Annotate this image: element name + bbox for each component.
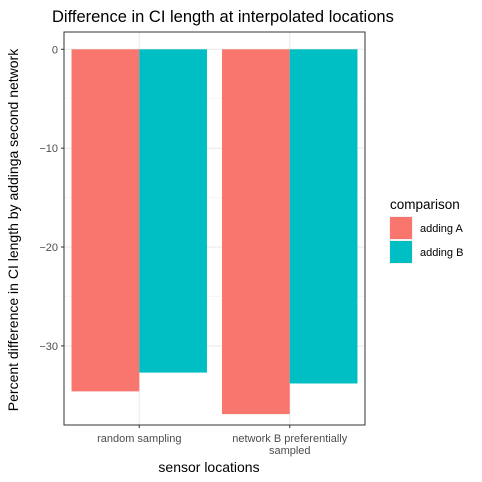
y-tick-label: −20 xyxy=(39,242,58,254)
legend-key xyxy=(390,217,412,239)
legend-title: comparison xyxy=(390,197,460,212)
x-tick-label: network B preferentially xyxy=(232,433,347,445)
x-axis-title: sensor locations xyxy=(158,459,259,475)
x-tick-label: random sampling xyxy=(97,433,181,445)
legend-label: adding B xyxy=(420,247,463,259)
bar-adding-b xyxy=(139,49,207,373)
legend-key xyxy=(390,241,412,263)
bar-adding-b xyxy=(289,49,358,384)
bar-layer xyxy=(71,49,358,415)
bar-adding-a xyxy=(222,49,290,415)
legend-label: adding A xyxy=(420,223,463,235)
y-axis-title: Percent difference in CI length by addin… xyxy=(5,48,21,411)
chart-title: Difference in CI length at interpolated … xyxy=(52,8,394,26)
x-tick-label: sampled xyxy=(269,445,311,457)
y-tick-label: 0 xyxy=(52,44,58,56)
bar-adding-a xyxy=(71,49,140,392)
legend: comparison adding A adding B xyxy=(389,197,463,264)
axis-layer: 0 −10 −20 −30 random sampling network B prefe… xyxy=(39,44,347,457)
legend-items: adding A adding B xyxy=(389,216,463,264)
y-tick-label: −10 xyxy=(39,143,58,155)
y-tick-label: −30 xyxy=(39,341,58,353)
plot-border xyxy=(63,31,366,426)
